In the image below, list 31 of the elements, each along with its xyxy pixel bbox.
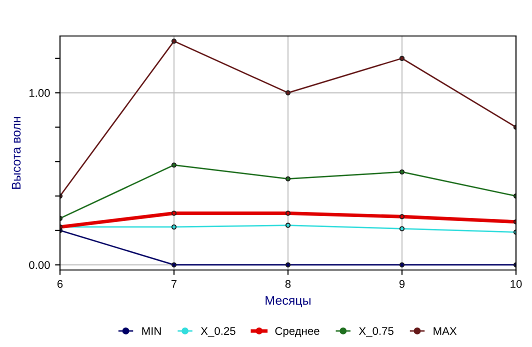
x-tick-label: 8 [285,280,291,288]
point [171,210,177,216]
legend-label: Среднее [275,327,320,338]
x-tick-label: 10 [510,280,522,288]
point [399,262,405,268]
y-tick-label: 1.00 [30,89,50,97]
line-series [60,162,516,221]
point [399,226,405,232]
legend-label: X_0.25 [200,327,236,338]
point [399,214,405,220]
point [285,176,291,182]
point [171,224,177,230]
point [399,56,405,61]
point [285,90,291,96]
point [285,222,291,228]
point [285,210,291,216]
point [171,262,177,268]
legend-label: MIN [142,327,161,335]
x-tick-label: 6 [57,280,63,288]
point [171,162,177,168]
point [285,262,291,268]
line-series [60,210,516,230]
x-axis-title: Месяцы [266,296,310,308]
point [399,169,405,175]
x-tick-label: 7 [171,280,177,288]
y-axis-title: Высота волн [12,116,21,189]
y-tick-label: 0.00 [29,261,50,269]
legend-label: MAX [434,327,457,335]
legend-label: X_0.75 [358,327,394,338]
point [171,38,177,44]
x-tick-label: 9 [399,280,405,288]
